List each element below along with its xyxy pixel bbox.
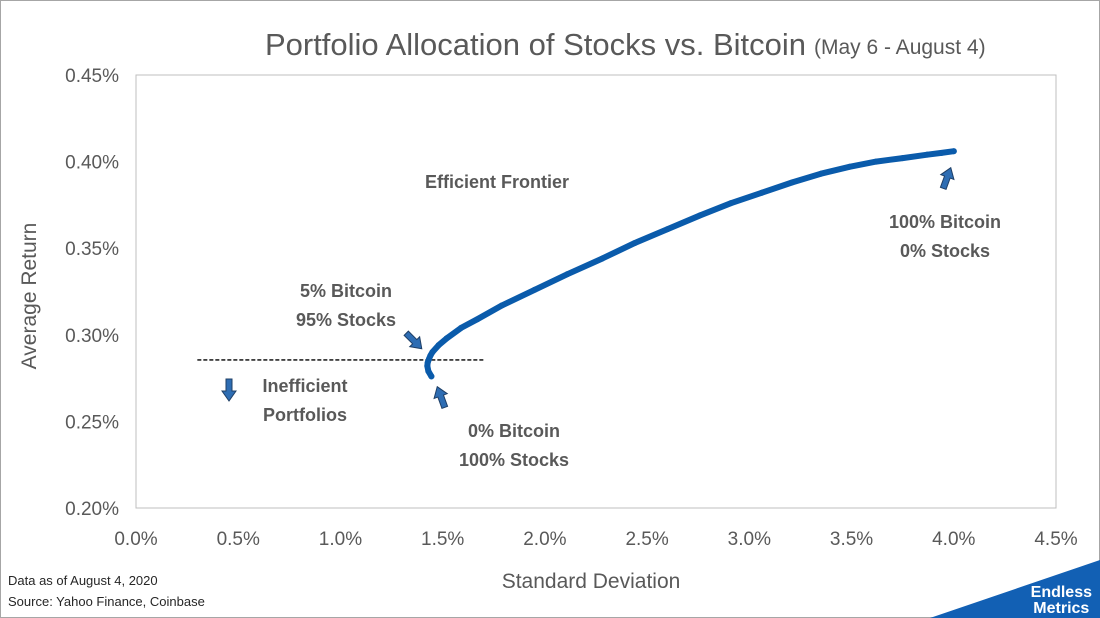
endless-metrics-logo: Endless Metrics <box>1031 585 1092 617</box>
y-axis-ticks: 0.20% 0.25% 0.30% 0.35% 0.40% 0.45% <box>65 66 119 520</box>
inefficient-label-line1: Inefficient <box>262 376 347 396</box>
data-point <box>938 149 945 156</box>
data-point <box>429 349 436 356</box>
plot-area <box>135 74 1057 509</box>
data-point <box>474 316 481 323</box>
chart-subtitle: (May 6 - August 4) <box>814 36 986 59</box>
data-point <box>924 151 931 158</box>
y-axis-title: Average Return <box>18 223 41 370</box>
bottom-label-line2: 100% Stocks <box>459 450 569 470</box>
data-point <box>697 212 704 219</box>
arrow-bottom-icon <box>433 385 449 410</box>
x-tick-label: 1.0% <box>319 529 362 550</box>
x-tick-label: 3.0% <box>728 529 771 550</box>
arrow-down-inefficient-icon <box>221 378 237 402</box>
x-tick-label: 4.0% <box>932 529 975 550</box>
efficient-frontier-series <box>424 148 957 380</box>
data-point <box>428 373 435 380</box>
x-axis-title: Standard Deviation <box>502 570 681 593</box>
y-tick-label: 0.20% <box>65 499 119 520</box>
x-tick-label: 4.5% <box>1034 529 1077 550</box>
data-point <box>531 286 538 293</box>
logo-line2: Metrics <box>1033 600 1090 617</box>
top-label-line2: 0% Stocks <box>900 241 990 261</box>
data-point <box>443 335 450 342</box>
x-axis-ticks: 0.0% 0.5% 1.0% 1.5% 2.0% 2.5% 3.0% 3.5% 4.0% 4.5% <box>114 529 1077 550</box>
y-tick-label: 0.30% <box>65 326 119 347</box>
x-tick-label: 1.5% <box>421 529 464 550</box>
y-tick-label: 0.40% <box>65 153 119 174</box>
x-tick-label: 0.0% <box>114 529 157 550</box>
x-tick-label: 2.5% <box>625 529 668 550</box>
data-point <box>899 155 906 162</box>
data-point <box>789 179 796 186</box>
bottom-label-line1: 0% Bitcoin <box>468 421 560 441</box>
footnote-source: Source: Yahoo Finance, Coinbase <box>8 594 205 609</box>
data-point <box>846 163 853 170</box>
x-tick-label: 3.5% <box>830 529 873 550</box>
y-tick-label: 0.35% <box>65 239 119 260</box>
data-point <box>498 302 505 309</box>
data-point <box>458 324 465 331</box>
x-tick-label: 2.0% <box>523 529 566 550</box>
data-point <box>564 271 571 278</box>
data-point <box>425 368 432 375</box>
logo-line1: Endless <box>1030 584 1092 601</box>
top-label-line1: 100% Bitcoin <box>889 212 1001 232</box>
arrow-min-var-icon <box>403 330 423 350</box>
data-point <box>873 158 880 165</box>
data-point <box>727 200 734 207</box>
data-point <box>664 226 671 233</box>
data-point <box>950 148 957 155</box>
footnote-date: Data as of August 4, 2020 <box>8 573 158 588</box>
data-point <box>599 255 606 262</box>
data-point <box>817 170 824 177</box>
chart-title: Portfolio Allocation of Stocks vs. Bitco… <box>265 27 806 62</box>
min-var-label-line2: 95% Stocks <box>296 310 396 330</box>
logo-background <box>930 560 1100 618</box>
x-tick-label: 0.5% <box>217 529 260 550</box>
data-point <box>631 240 638 247</box>
y-tick-label: 0.25% <box>65 412 119 433</box>
min-var-label-line1: 5% Bitcoin <box>300 281 392 301</box>
arrow-up-top-icon <box>939 166 955 191</box>
efficient-frontier-label: Efficient Frontier <box>425 172 569 192</box>
data-point <box>435 342 442 349</box>
y-tick-label: 0.45% <box>65 66 119 87</box>
title-main: Portfolio Allocation of Stocks vs. Bitco… <box>265 27 806 62</box>
data-point <box>758 189 765 196</box>
inefficient-label-line2: Portfolios <box>263 405 347 425</box>
